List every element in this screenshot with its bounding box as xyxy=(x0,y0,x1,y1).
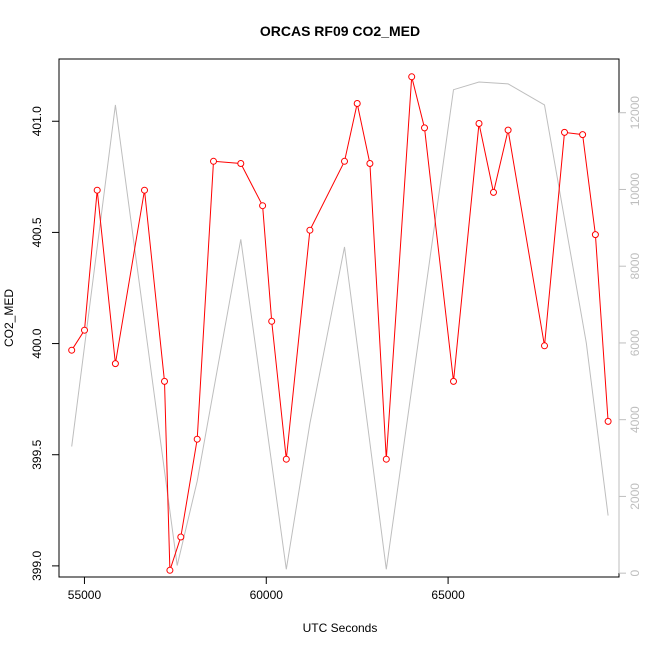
y2-tick-label: 2000 xyxy=(628,483,642,510)
data-point xyxy=(93,186,101,194)
data-point xyxy=(81,326,88,334)
y2-tick-label: 4000 xyxy=(628,406,642,433)
y2-tick-label: 8000 xyxy=(628,253,642,280)
data-point xyxy=(166,566,174,574)
data-point xyxy=(450,377,457,385)
y-axis-left: 399.0 399.5 400.0 400.5 401.0 xyxy=(30,106,60,581)
x-axis: 55000 60000 65000 xyxy=(68,576,465,602)
x-axis-label: UTC Seconds xyxy=(303,621,378,635)
data-point xyxy=(579,131,587,139)
data-point xyxy=(161,377,168,385)
data-point xyxy=(475,120,483,127)
data-point xyxy=(366,160,374,167)
x-tick-label: 55000 xyxy=(68,588,102,602)
data-point xyxy=(177,533,185,541)
data-point xyxy=(421,124,428,132)
plot-area-frame xyxy=(58,58,620,578)
chart-title: ORCAS RF09 CO2_MED xyxy=(260,23,420,39)
data-point xyxy=(259,202,267,210)
series-line xyxy=(71,76,609,571)
y-tick-label: 400.0 xyxy=(30,328,44,358)
data-point xyxy=(504,126,512,134)
y-tick-label: 399.5 xyxy=(30,439,44,469)
data-point xyxy=(282,455,290,463)
series-line-right-axis xyxy=(71,81,609,570)
data-point xyxy=(591,231,599,239)
y-axis-right: 0 2000 4000 6000 8000 10000 12000 xyxy=(618,96,642,577)
data-point xyxy=(341,157,348,165)
x-tick-label: 65000 xyxy=(431,588,465,602)
y-tick-label: 400.5 xyxy=(30,217,44,247)
data-point xyxy=(268,317,276,325)
y-tick-label: 401.0 xyxy=(30,106,44,136)
data-point xyxy=(111,360,119,368)
data-point xyxy=(382,455,390,463)
data-point xyxy=(210,157,217,165)
data-point xyxy=(141,186,148,194)
y2-tick-label: 12000 xyxy=(628,96,642,130)
data-point xyxy=(68,346,76,354)
y2-tick-label: 10000 xyxy=(628,172,642,206)
series-layer xyxy=(68,73,612,574)
y2-tick-label: 6000 xyxy=(628,329,642,356)
y-axis-label: CO2_MED xyxy=(2,289,16,347)
data-point xyxy=(306,226,314,234)
data-point xyxy=(237,160,245,167)
data-point xyxy=(541,342,548,350)
y-tick-label: 399.0 xyxy=(30,551,44,581)
data-point xyxy=(353,100,361,107)
data-point xyxy=(490,188,497,196)
data-point xyxy=(408,73,416,81)
data-point xyxy=(561,128,568,136)
data-point xyxy=(193,435,201,443)
x-tick-label: 60000 xyxy=(250,588,284,602)
data-point xyxy=(604,417,612,425)
y2-tick-label: 0 xyxy=(628,570,642,577)
